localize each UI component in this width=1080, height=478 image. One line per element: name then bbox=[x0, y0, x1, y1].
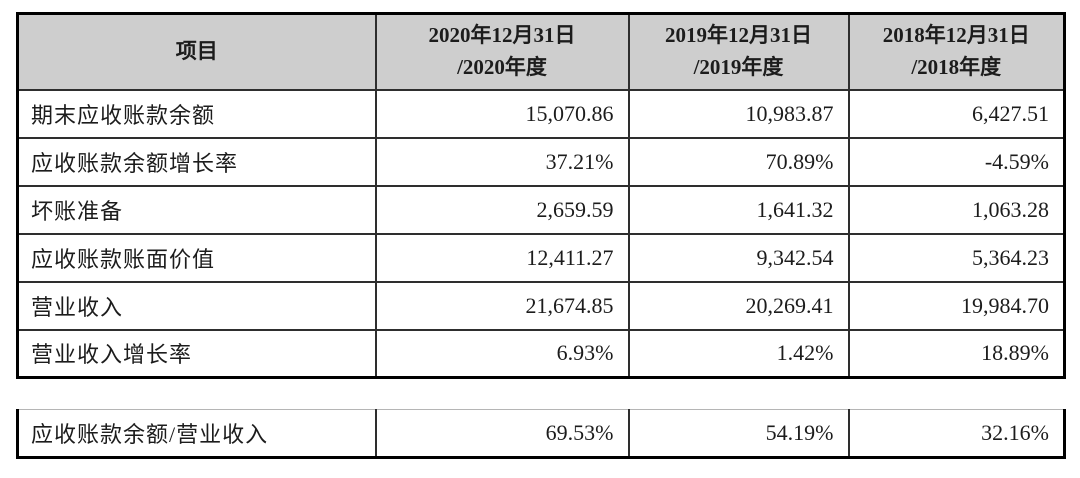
row-label: 期末应收账款余额 bbox=[16, 88, 377, 139]
value-2019: 1,641.32 bbox=[627, 184, 850, 235]
value-2018: 19,984.70 bbox=[847, 280, 1066, 331]
value-2018: 1,063.28 bbox=[847, 184, 1066, 235]
value-2020: 69.53% bbox=[374, 409, 630, 459]
value-2019: 10,983.87 bbox=[627, 88, 850, 139]
table-row-bad-debt-provision: 坏账准备 2,659.59 1,641.32 1,063.28 bbox=[16, 184, 1066, 235]
value-2019: 20,269.41 bbox=[627, 280, 850, 331]
value-2018: 32.16% bbox=[847, 409, 1066, 459]
value-2020: 6.93% bbox=[374, 328, 630, 379]
header-item-column: 项目 bbox=[16, 12, 377, 91]
value-2020: 12,411.27 bbox=[374, 232, 630, 283]
value-2018: 5,364.23 bbox=[847, 232, 1066, 283]
value-2018: -4.59% bbox=[847, 136, 1066, 187]
header-2018-column: 2018年12月31日 /2018年度 bbox=[847, 12, 1066, 91]
table-header-row: 项目 2020年12月31日 /2020年度 2019年12月31日 /2019… bbox=[16, 12, 1066, 91]
row-label: 应收账款余额/营业收入 bbox=[16, 409, 377, 459]
value-2019: 54.19% bbox=[627, 409, 850, 459]
table-row-operating-revenue: 营业收入 21,674.85 20,269.41 19,984.70 bbox=[16, 280, 1066, 331]
table-row-receivables-to-revenue-ratio: 应收账款余额/营业收入 69.53% 54.19% 32.16% bbox=[16, 409, 1066, 459]
table-row-revenue-growth: 营业收入增长率 6.93% 1.42% 18.89% bbox=[16, 328, 1066, 379]
row-label: 应收账款余额增长率 bbox=[16, 136, 377, 187]
value-2018: 6,427.51 bbox=[847, 88, 1066, 139]
value-2019: 1.42% bbox=[627, 328, 850, 379]
value-2019: 70.89% bbox=[627, 136, 850, 187]
value-2019: 9,342.54 bbox=[627, 232, 850, 283]
value-2020: 21,674.85 bbox=[374, 280, 630, 331]
value-2020: 37.21% bbox=[374, 136, 630, 187]
header-2019-column: 2019年12月31日 /2019年度 bbox=[627, 12, 850, 91]
row-label: 应收账款账面价值 bbox=[16, 232, 377, 283]
receivables-main-table: 项目 2020年12月31日 /2020年度 2019年12月31日 /2019… bbox=[16, 12, 1066, 379]
value-2018: 18.89% bbox=[847, 328, 1066, 379]
table-row-receivables-growth: 应收账款余额增长率 37.21% 70.89% -4.59% bbox=[16, 136, 1066, 187]
header-2020-column: 2020年12月31日 /2020年度 bbox=[374, 12, 630, 91]
table-row-receivables-book-value: 应收账款账面价值 12,411.27 9,342.54 5,364.23 bbox=[16, 232, 1066, 283]
value-2020: 2,659.59 bbox=[374, 184, 630, 235]
row-label: 坏账准备 bbox=[16, 184, 377, 235]
receivables-to-revenue-summary-table: 应收账款余额/营业收入 69.53% 54.19% 32.16% bbox=[16, 409, 1066, 459]
row-label: 营业收入增长率 bbox=[16, 328, 377, 379]
table-row-ending-receivables: 期末应收账款余额 15,070.86 10,983.87 6,427.51 bbox=[16, 88, 1066, 139]
row-label: 营业收入 bbox=[16, 280, 377, 331]
value-2020: 15,070.86 bbox=[374, 88, 630, 139]
